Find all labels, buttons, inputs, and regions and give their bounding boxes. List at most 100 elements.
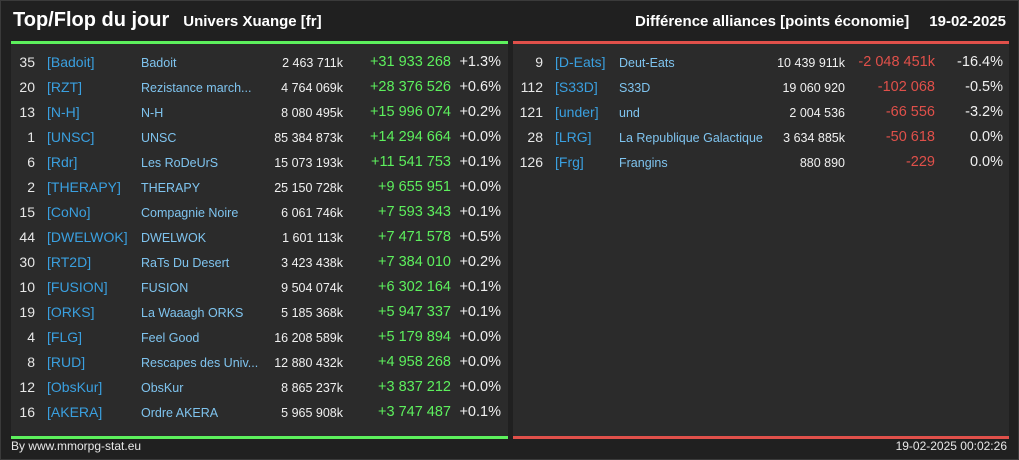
rank-cell: 16 <box>19 404 35 420</box>
percent-cell: +0.0% <box>459 179 501 195</box>
alliance-name-link[interactable]: S33D <box>619 81 651 95</box>
alliance-name-link[interactable]: Deut-Eats <box>619 56 675 70</box>
table-row: 28 [LRG] La Republique Galactique 3 634 885… <box>513 125 1009 150</box>
alliance-tag-link[interactable]: [under] <box>555 104 599 120</box>
timestamp-label: 19-02-2025 00:02:26 <box>895 439 1007 453</box>
table-row: 8 [RUD] Rescapes des Univ... 12 880 432k +4 … <box>11 350 508 375</box>
alliance-tag-link[interactable]: [D-Eats] <box>555 54 606 70</box>
alliance-name-link[interactable]: Rescapes des Univ... <box>141 356 259 370</box>
alliance-tag-link[interactable]: [N-H] <box>47 104 80 120</box>
alliance-tag-link[interactable]: [ObsKur] <box>47 379 103 395</box>
table-row: 4 [FLG] Feel Good 16 208 589k +5 179 894 +0.0… <box>11 325 508 350</box>
rank-cell: 8 <box>27 354 35 370</box>
points-cell: 8 080 495k <box>281 106 343 120</box>
alliance-tag-link[interactable]: [THERAPY] <box>47 179 121 195</box>
rank-cell: 44 <box>19 229 35 245</box>
alliance-name-link[interactable]: und <box>619 106 640 120</box>
alliance-name-link[interactable]: ObsKur <box>141 381 184 395</box>
alliance-name-link[interactable]: Feel Good <box>141 331 200 345</box>
alliance-name-link[interactable]: DWELWOK <box>141 231 207 245</box>
alliance-tag-link[interactable]: [S33D] <box>555 79 598 95</box>
alliance-tag-link[interactable]: [AKERA] <box>47 404 103 420</box>
diff-cell: +3 837 212 <box>378 379 451 395</box>
alliance-tag-link[interactable]: [DWELWOK] <box>47 229 128 245</box>
table-row: 16 [AKERA] Ordre AKERA 5 965 908k +3 747 487… <box>11 400 508 425</box>
table-row: 15 [CoNo] Compagnie Noire 6 061 746k +7 593 … <box>11 200 508 225</box>
alliance-name-link[interactable]: Rezistance march... <box>141 81 252 95</box>
percent-cell: +0.5% <box>459 229 501 245</box>
alliance-tag-link[interactable]: [RUD] <box>47 354 86 370</box>
points-cell: 19 060 920 <box>782 81 845 95</box>
alliance-tag-link[interactable]: [LRG] <box>555 129 592 145</box>
percent-cell: +0.0% <box>459 379 501 395</box>
percent-cell: -0.5% <box>965 79 1003 95</box>
points-cell: 5 185 368k <box>281 306 343 320</box>
table-row: 19 [ORKS] La Waaagh ORKS 5 185 368k +5 947 3… <box>11 300 508 325</box>
table-row: 126 [Frg] Frangins 880 890 -229 0.0% <box>513 150 1009 175</box>
points-cell: 5 965 908k <box>281 406 343 420</box>
percent-cell: +0.1% <box>459 154 501 170</box>
flop-panel: 9 [D-Eats] Deut-Eats 10 439 911k -2 048 451k… <box>513 41 1009 439</box>
rank-cell: 121 <box>519 104 543 120</box>
subtitle: Différence alliances [points économie] <box>635 13 910 30</box>
alliance-tag-link[interactable]: [FLG] <box>47 329 83 345</box>
diff-cell: +7 384 010 <box>378 254 451 270</box>
alliance-name-link[interactable]: La Waaagh ORKS <box>141 306 244 320</box>
alliance-tag-link[interactable]: [Badoit] <box>47 54 95 70</box>
points-cell: 12 880 432k <box>274 356 343 370</box>
alliance-tag-link[interactable]: [RZT] <box>47 79 82 95</box>
alliance-tag-link[interactable]: [RT2D] <box>47 254 92 270</box>
percent-cell: -16.4% <box>957 54 1003 70</box>
diff-cell: +9 655 951 <box>378 179 451 195</box>
alliance-tag-link[interactable]: [Rdr] <box>47 154 78 170</box>
rank-cell: 30 <box>19 254 35 270</box>
header-right: Différence alliances [points économie] 1… <box>635 13 1006 30</box>
alliance-tag-link[interactable]: [UNSC] <box>47 129 95 145</box>
alliance-name-link[interactable]: FUSION <box>141 281 189 295</box>
diff-cell: +11 541 753 <box>371 154 451 170</box>
diff-cell: -66 556 <box>885 104 935 120</box>
alliance-tag-link[interactable]: [FUSION] <box>47 279 108 295</box>
alliance-name-link[interactable]: Compagnie Noire <box>141 206 239 220</box>
alliance-tag-link[interactable]: [CoNo] <box>47 204 91 220</box>
diff-cell: +5 179 894 <box>378 329 451 345</box>
table-row: 121 [under] und 2 004 536 -66 556 -3.2% <box>513 100 1009 125</box>
alliance-name-link[interactable]: La Republique Galactique <box>619 131 763 145</box>
table-row: 35 [Badoit] Badoit 2 463 711k +31 933 268 +1.… <box>11 50 508 75</box>
diff-cell: +3 747 487 <box>378 404 451 420</box>
alliance-name-link[interactable]: Badoit <box>141 56 177 70</box>
table-row: 2 [THERAPY] THERAPY 25 150 728k +9 655 951 +0… <box>11 175 508 200</box>
points-cell: 8 865 237k <box>281 381 343 395</box>
rank-cell: 10 <box>19 279 35 295</box>
points-cell: 6 061 746k <box>281 206 343 220</box>
rank-cell: 9 <box>535 54 543 70</box>
diff-cell: +15 996 074 <box>369 104 451 120</box>
table-row: 1 [UNSC] UNSC 85 384 873k +14 294 664 +0.0% <box>11 125 508 150</box>
percent-cell: +0.1% <box>459 304 501 320</box>
diff-cell: +7 471 578 <box>378 229 451 245</box>
table-row: 44 [DWELWOK] DWELWOK 1 601 113k +7 471 578 +0… <box>11 225 508 250</box>
points-cell: 2 004 536 <box>789 106 845 120</box>
table-row: 20 [RZT] Rezistance march... 4 764 069k +28 … <box>11 75 508 100</box>
alliance-name-link[interactable]: N-H <box>141 106 164 120</box>
flop-list: 9 [D-Eats] Deut-Eats 10 439 911k -2 048 451k… <box>513 44 1009 175</box>
alliance-name-link[interactable]: Frangins <box>619 156 668 170</box>
points-cell: 25 150 728k <box>274 181 343 195</box>
percent-cell: +0.2% <box>459 254 501 270</box>
alliance-tag-link[interactable]: [Frg] <box>555 154 584 170</box>
diff-cell: +31 933 268 <box>369 54 451 70</box>
alliance-name-link[interactable]: Les RoDeUrS <box>141 156 219 170</box>
alliance-name-link[interactable]: Ordre AKERA <box>141 406 219 420</box>
page-title: Top/Flop du jour <box>13 9 170 31</box>
rank-cell: 20 <box>19 79 35 95</box>
alliance-name-link[interactable]: RaTs Du Desert <box>141 256 230 270</box>
points-cell: 2 463 711k <box>282 56 343 70</box>
rank-cell: 1 <box>27 129 35 145</box>
alliance-name-link[interactable]: THERAPY <box>141 181 201 195</box>
alliance-name-link[interactable]: UNSC <box>141 131 177 145</box>
alliance-tag-link[interactable]: [ORKS] <box>47 304 95 320</box>
table-row: 6 [Rdr] Les RoDeUrS 15 073 193k +11 541 753 +… <box>11 150 508 175</box>
rank-cell: 28 <box>527 129 543 145</box>
percent-cell: +0.1% <box>459 404 501 420</box>
